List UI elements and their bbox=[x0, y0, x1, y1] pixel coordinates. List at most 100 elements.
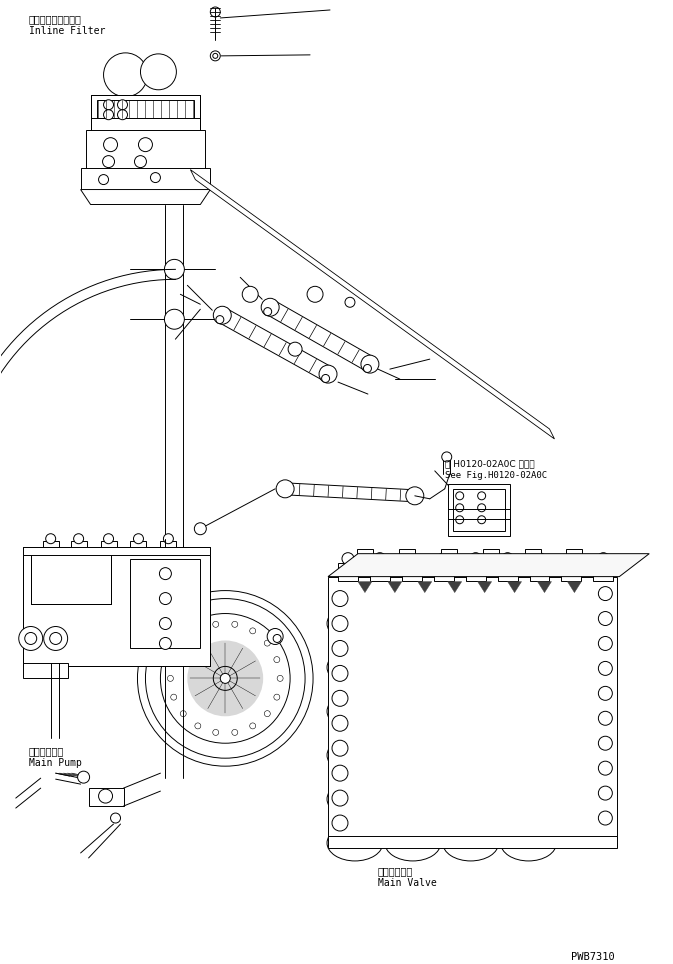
Circle shape bbox=[171, 656, 177, 662]
Circle shape bbox=[456, 492, 464, 499]
Circle shape bbox=[598, 811, 612, 825]
Circle shape bbox=[220, 674, 230, 683]
Circle shape bbox=[210, 51, 220, 61]
Ellipse shape bbox=[327, 825, 383, 861]
Circle shape bbox=[250, 723, 256, 729]
Circle shape bbox=[160, 637, 172, 650]
Circle shape bbox=[478, 492, 486, 499]
Circle shape bbox=[274, 694, 280, 700]
Circle shape bbox=[406, 487, 424, 505]
Circle shape bbox=[565, 552, 577, 565]
Text: Inline Filter: Inline Filter bbox=[29, 26, 105, 36]
Circle shape bbox=[180, 710, 186, 716]
Bar bbox=[399, 549, 415, 565]
Circle shape bbox=[598, 611, 612, 626]
Circle shape bbox=[73, 534, 83, 544]
Bar bbox=[91, 94, 201, 170]
Circle shape bbox=[288, 342, 302, 356]
Circle shape bbox=[213, 622, 219, 628]
Bar bbox=[85, 130, 205, 170]
Ellipse shape bbox=[37, 582, 61, 599]
Ellipse shape bbox=[385, 605, 441, 641]
Bar bbox=[441, 549, 457, 565]
Ellipse shape bbox=[443, 825, 499, 861]
Bar bbox=[434, 563, 454, 580]
Circle shape bbox=[441, 452, 452, 462]
Text: メインバルブ: メインバルブ bbox=[378, 866, 413, 876]
Circle shape bbox=[332, 715, 348, 732]
Circle shape bbox=[332, 690, 348, 707]
Bar bbox=[328, 576, 617, 846]
Circle shape bbox=[187, 640, 263, 716]
Ellipse shape bbox=[443, 605, 499, 641]
Bar bbox=[71, 541, 87, 550]
Circle shape bbox=[374, 552, 386, 565]
Ellipse shape bbox=[385, 781, 441, 817]
Circle shape bbox=[195, 628, 201, 634]
Polygon shape bbox=[567, 581, 581, 593]
Ellipse shape bbox=[385, 650, 441, 685]
Bar bbox=[483, 549, 499, 565]
Circle shape bbox=[332, 740, 348, 756]
Text: メインポンプ: メインポンプ bbox=[29, 746, 64, 756]
Bar bbox=[338, 563, 358, 580]
Polygon shape bbox=[328, 553, 649, 576]
Circle shape bbox=[164, 534, 174, 544]
Circle shape bbox=[361, 355, 379, 373]
Polygon shape bbox=[219, 308, 332, 381]
Ellipse shape bbox=[443, 650, 499, 685]
Circle shape bbox=[168, 676, 174, 682]
Circle shape bbox=[598, 711, 612, 725]
Circle shape bbox=[145, 599, 305, 759]
Text: PWB7310: PWB7310 bbox=[571, 951, 615, 962]
Circle shape bbox=[46, 534, 56, 544]
Circle shape bbox=[332, 640, 348, 656]
Circle shape bbox=[194, 522, 207, 535]
Polygon shape bbox=[190, 170, 555, 439]
Circle shape bbox=[332, 665, 348, 682]
Circle shape bbox=[456, 516, 464, 523]
Bar bbox=[131, 559, 201, 649]
Circle shape bbox=[213, 53, 218, 59]
Ellipse shape bbox=[37, 563, 61, 578]
Polygon shape bbox=[388, 581, 402, 593]
Polygon shape bbox=[538, 581, 551, 593]
Bar bbox=[23, 663, 68, 679]
Circle shape bbox=[98, 790, 112, 803]
Bar bbox=[524, 549, 540, 565]
Polygon shape bbox=[507, 581, 522, 593]
Circle shape bbox=[19, 627, 42, 651]
Ellipse shape bbox=[327, 737, 383, 773]
Circle shape bbox=[160, 593, 172, 604]
Text: インラインフィルタ: インラインフィルタ bbox=[29, 13, 81, 24]
Text: 第 H0120-02A0C 図参照: 第 H0120-02A0C 図参照 bbox=[445, 459, 534, 468]
Ellipse shape bbox=[501, 781, 557, 817]
Circle shape bbox=[332, 765, 348, 781]
Bar bbox=[100, 541, 116, 550]
Circle shape bbox=[210, 7, 220, 17]
Bar bbox=[561, 563, 581, 580]
Circle shape bbox=[598, 686, 612, 700]
Circle shape bbox=[171, 694, 177, 700]
Polygon shape bbox=[478, 581, 492, 593]
Polygon shape bbox=[418, 581, 432, 593]
Circle shape bbox=[137, 591, 313, 766]
Circle shape bbox=[213, 730, 219, 736]
Bar bbox=[594, 563, 613, 580]
Circle shape bbox=[598, 736, 612, 750]
Polygon shape bbox=[267, 301, 374, 371]
Circle shape bbox=[213, 307, 232, 324]
Ellipse shape bbox=[501, 737, 557, 773]
Circle shape bbox=[164, 309, 184, 330]
Circle shape bbox=[598, 786, 612, 800]
Bar bbox=[23, 547, 210, 666]
Circle shape bbox=[160, 568, 172, 579]
Circle shape bbox=[180, 640, 186, 646]
Bar bbox=[23, 547, 210, 554]
Ellipse shape bbox=[443, 737, 499, 773]
Bar bbox=[96, 99, 194, 118]
Ellipse shape bbox=[385, 825, 441, 861]
Ellipse shape bbox=[501, 825, 557, 861]
Bar bbox=[466, 563, 486, 580]
Circle shape bbox=[332, 815, 348, 831]
